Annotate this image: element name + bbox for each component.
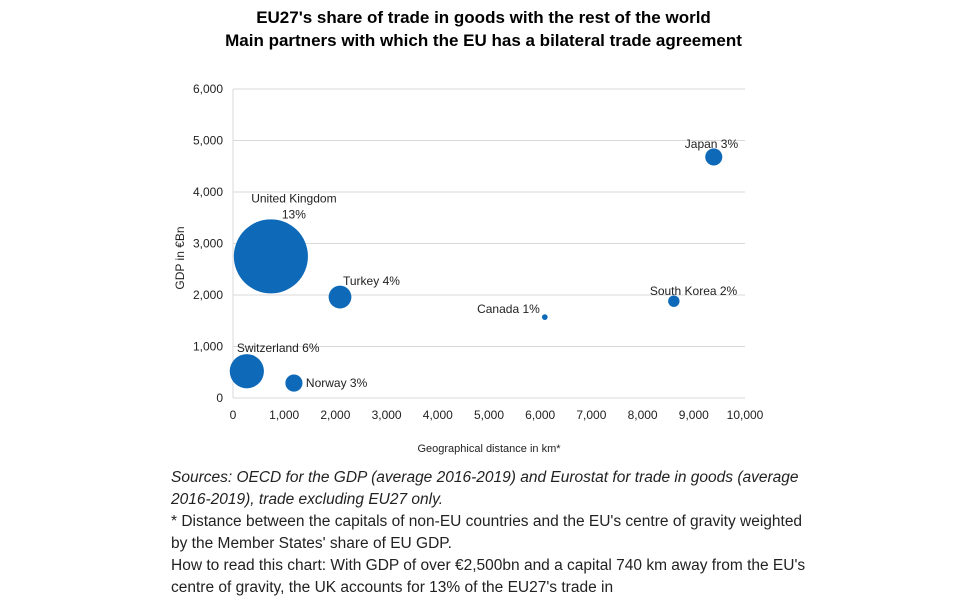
bubble-label: Norway 3% — [306, 376, 368, 390]
x-tick-label: 8,000 — [628, 408, 658, 422]
bubble-label: Japan 3% — [685, 137, 739, 151]
bubble-label: United Kingdom — [251, 191, 336, 205]
y-tick-label: 3,000 — [193, 237, 223, 251]
bubble-label: South Korea 2% — [650, 284, 738, 298]
y-tick-label: 4,000 — [193, 185, 223, 199]
y-axis-title: GDP in €Bn — [173, 226, 187, 289]
x-tick-label: 1,000 — [269, 408, 299, 422]
bubble-label-share: 13% — [282, 207, 306, 221]
bubble-label: Switzerland 6% — [237, 341, 320, 355]
chart-notes: Sources: OECD for the GDP (average 2016-… — [171, 467, 811, 599]
y-tick-label: 2,000 — [193, 288, 223, 302]
chart-subtitle: Main partners with which the EU has a bi… — [225, 31, 742, 50]
chart-title: EU27's share of trade in goods with the … — [256, 8, 711, 27]
bubble-norway — [285, 374, 303, 392]
bubble-south-korea — [668, 295, 680, 307]
x-tick-label: 6,000 — [525, 408, 555, 422]
bubble-switzerland — [229, 354, 264, 389]
x-tick-label: 3,000 — [372, 408, 402, 422]
bubble-japan — [705, 148, 723, 166]
sources-note: Sources: OECD for the GDP (average 2016-… — [171, 469, 799, 508]
y-tick-label: 6,000 — [193, 82, 223, 96]
y-tick-label: 0 — [216, 391, 223, 405]
x-tick-label: 0 — [230, 408, 237, 422]
bubble-label: Turkey 4% — [343, 274, 400, 288]
x-tick-label: 2,000 — [320, 408, 350, 422]
bubble-united-kingdom — [233, 219, 308, 294]
distance-footnote: * Distance between the capitals of non-E… — [171, 513, 803, 552]
x-tick-label: 5,000 — [474, 408, 504, 422]
x-axis-title: Geographical distance in km* — [417, 443, 561, 455]
y-tick-label: 5,000 — [193, 134, 223, 148]
bubble-turkey — [328, 285, 352, 309]
x-tick-label: 10,000 — [727, 408, 764, 422]
x-tick-label: 7,000 — [576, 408, 606, 422]
bubble-canada — [541, 314, 548, 320]
x-tick-label: 9,000 — [679, 408, 709, 422]
how-to-read-note: How to read this chart: With GDP of over… — [171, 557, 806, 596]
x-tick-label: 4,000 — [423, 408, 453, 422]
bubble-label: Canada 1% — [477, 302, 540, 316]
y-tick-label: 1,000 — [193, 340, 223, 354]
